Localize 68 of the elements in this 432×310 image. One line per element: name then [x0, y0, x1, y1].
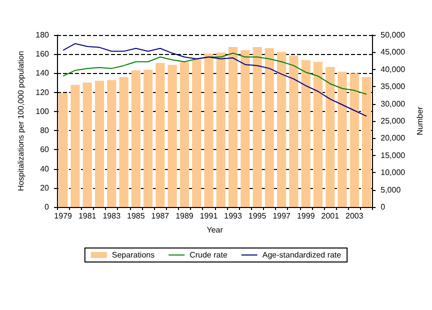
x-tick-label: 1991 — [200, 212, 218, 220]
y2-tick-label: 5,000 — [380, 185, 402, 194]
y2-tick-label: 40,000 — [380, 64, 406, 74]
y-tick-label: 60 — [40, 145, 50, 154]
x-tick-label: 1995 — [248, 212, 267, 220]
bar — [156, 62, 165, 207]
y-tick-label: 140 — [36, 68, 50, 78]
bar — [70, 84, 80, 207]
x-axis-title: Year — [206, 226, 224, 234]
legend-label: Crude rate — [190, 250, 228, 260]
bar — [168, 64, 177, 207]
bar — [216, 52, 226, 207]
x-tick-label: 2001 — [321, 212, 340, 220]
bar — [264, 48, 274, 207]
line-series — [62, 52, 368, 95]
y2-tick-label: 0 — [380, 202, 386, 212]
bar — [289, 56, 298, 207]
bar — [228, 47, 238, 207]
y-tick-label: 120 — [36, 88, 50, 97]
y-tick-label: 80 — [40, 126, 50, 136]
y2-tick-label: 30,000 — [380, 99, 406, 108]
y-axis-title: Hospitalizations per 100,000 population — [16, 50, 26, 192]
x-tick-label: 1989 — [176, 212, 194, 220]
bar — [204, 54, 214, 207]
y2-tick-label: 15,000 — [380, 150, 406, 160]
y2-tick-label: 25,000 — [380, 116, 406, 126]
bar — [119, 76, 128, 207]
y-tick-label: 180 — [36, 30, 50, 40]
bar — [350, 74, 359, 207]
x-tick-label: 1979 — [54, 212, 73, 220]
x-tick-label: 1983 — [102, 212, 122, 220]
y2-tick-label: 35,000 — [380, 82, 406, 92]
x-tick-label: 1999 — [296, 212, 316, 220]
y-tick-label: 100 — [36, 106, 50, 116]
line-series — [62, 43, 368, 117]
bar — [107, 80, 116, 207]
bar — [82, 82, 92, 207]
bar — [301, 60, 310, 207]
bar — [94, 80, 104, 207]
bar — [362, 76, 372, 207]
y2-tick-label: 10,000 — [380, 168, 406, 178]
x-tick-label: 1981 — [78, 212, 97, 220]
bar — [131, 70, 140, 207]
bar — [326, 66, 335, 207]
bar — [313, 62, 323, 207]
y-tick-label: 20 — [40, 183, 50, 192]
y2-tick-label: 50,000 — [380, 30, 406, 40]
bar — [277, 52, 286, 207]
x-tick-label: 1993 — [224, 212, 242, 220]
x-tick-label: 2003 — [346, 212, 364, 220]
bar — [192, 59, 202, 207]
y2-tick-label: 20,000 — [380, 134, 406, 143]
y2-tick-label: 45,000 — [380, 48, 406, 57]
y-tick-label: 0 — [44, 202, 50, 212]
x-tick-label: 1987 — [151, 212, 170, 220]
bar — [180, 62, 190, 207]
y2-axis-title: Number — [416, 106, 424, 136]
legend-label: Separations — [112, 250, 155, 260]
legend-label: Age-standardized rate — [262, 250, 342, 260]
y-tick-label: 160 — [36, 50, 50, 59]
x-tick-label: 1985 — [127, 212, 146, 220]
bar — [143, 70, 153, 207]
bar — [338, 72, 347, 207]
bar — [252, 47, 262, 207]
bar — [58, 93, 68, 207]
bar — [240, 50, 250, 207]
x-tick-label: 1997 — [272, 212, 292, 220]
y-tick-label: 40 — [40, 164, 50, 174]
